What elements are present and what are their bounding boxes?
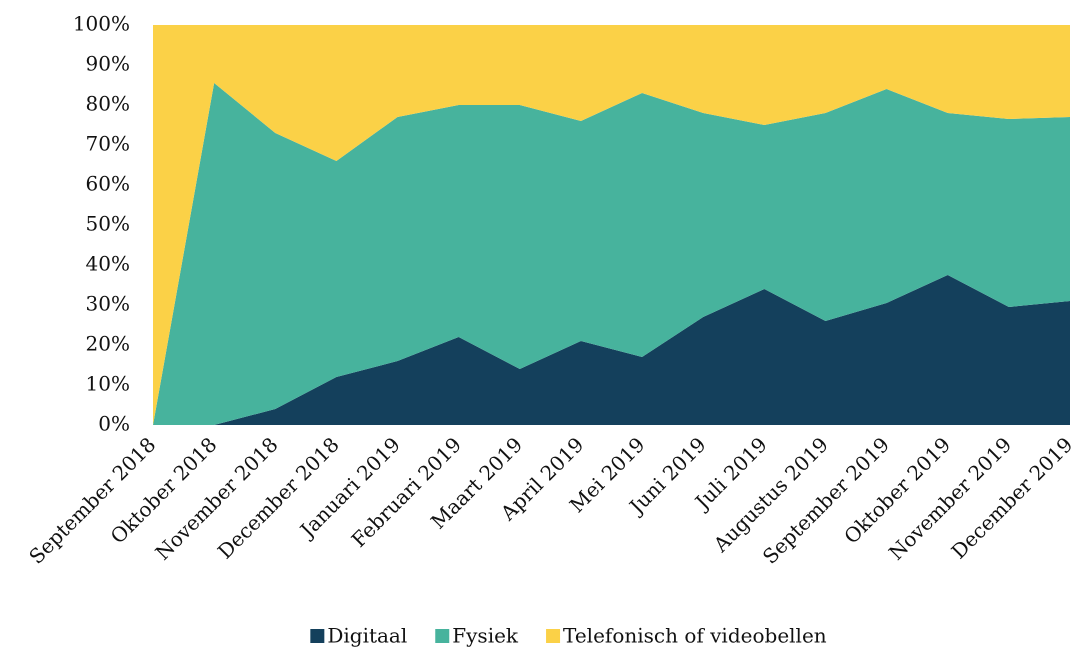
x-tick-label: Oktober 2019	[839, 432, 955, 548]
y-tick-label: 100%	[73, 12, 130, 36]
x-tick-label: Oktober 2018	[106, 432, 222, 548]
y-tick-label: 40%	[86, 252, 130, 276]
legend-label: Fysiek	[452, 624, 519, 648]
y-tick-label: 10%	[86, 372, 130, 396]
area	[153, 25, 1070, 425]
x-tick-label: Februari 2019	[347, 432, 467, 552]
y-tick-label: 70%	[86, 132, 130, 156]
legend-swatch	[435, 629, 450, 643]
y-tick-label: 0%	[98, 412, 130, 436]
legend-swatch	[310, 629, 325, 643]
y-tick-label: 30%	[86, 292, 130, 316]
y-tick-label: 90%	[86, 52, 130, 76]
area	[153, 275, 1070, 425]
legend-swatch	[546, 629, 561, 643]
y-tick-label: 20%	[86, 332, 130, 356]
legend: Digitaal Fysiek Telefonisch of videobellen	[310, 624, 827, 648]
area	[153, 83, 1070, 425]
legend-label: Digitaal	[327, 624, 407, 648]
y-tick-label: 50%	[86, 212, 130, 236]
y-tick-label: 60%	[86, 172, 130, 196]
legend-label: Telefonisch of videobellen	[563, 624, 827, 648]
y-tick-label: 80%	[86, 92, 130, 116]
